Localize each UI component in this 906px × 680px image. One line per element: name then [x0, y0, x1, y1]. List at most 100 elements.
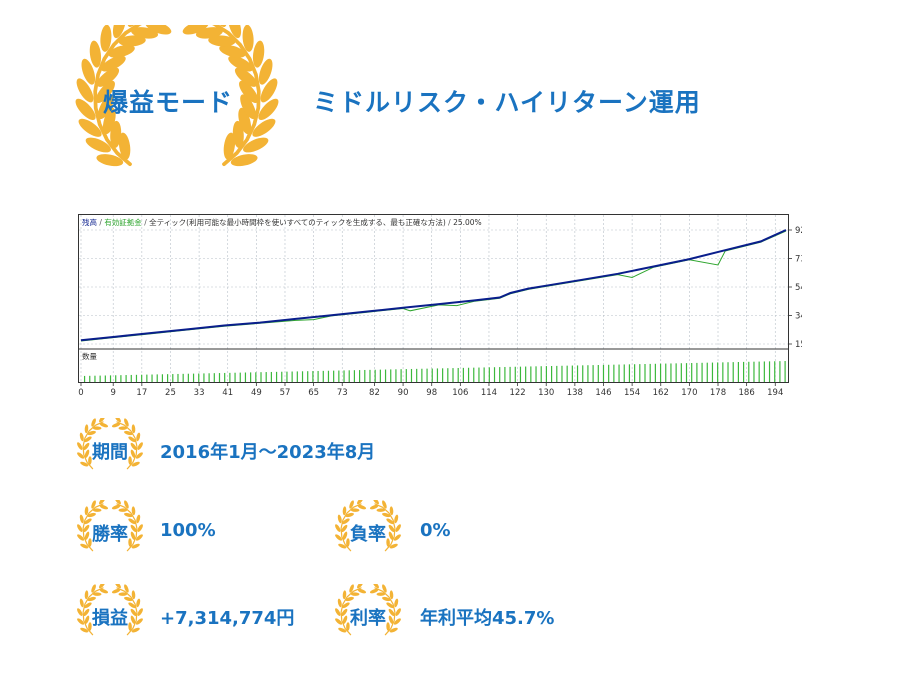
laurel-leaf [382, 584, 387, 593]
laurel-leaf [128, 538, 132, 547]
laurel-leaf [89, 40, 102, 68]
laurel-stem [374, 587, 396, 636]
laurel-leaf [96, 67, 120, 87]
laurel-leaf [99, 418, 106, 423]
laurel-leaf [137, 608, 143, 616]
laurel-leaf [124, 584, 129, 593]
legend-balance: 残高 [82, 217, 97, 227]
x-tick-label: 98 [426, 388, 437, 398]
plot-frame [78, 214, 789, 383]
x-tick-label: 25 [165, 388, 176, 398]
laurel-leaf [84, 436, 92, 443]
laurel-leaf [357, 504, 367, 510]
balance-series-line [80, 229, 787, 342]
laurel-wreath-icon [75, 25, 279, 167]
laurel-leaf [131, 424, 136, 434]
laurel-leaf [84, 590, 89, 600]
return-rate-value: 年利平均45.7% [420, 608, 555, 629]
x-tick-label: 178 [710, 388, 726, 398]
laurel-leaf [135, 534, 143, 541]
win-rate-label: 勝率 [92, 524, 128, 545]
laurel-leaf [335, 534, 343, 541]
laurel-leaf [76, 78, 94, 103]
legend-mode: 全ティック(利用可能な最小時間枠を使いすべてのティックを生成する、最も正確な方法… [149, 217, 446, 227]
laurel-leaf [135, 618, 143, 625]
laurel-leaf [389, 627, 398, 633]
small-laurel-icon [77, 500, 143, 552]
laurel-leaf [182, 25, 209, 35]
laurel-leaf [252, 118, 276, 137]
small-laurel-icon [335, 500, 401, 552]
laurel-leaf [78, 118, 102, 137]
laurel-leaf [388, 524, 395, 533]
laurel-leaf [260, 78, 278, 103]
laurel-leaf [382, 512, 391, 518]
x-tick-label: 17 [136, 388, 147, 398]
laurel-leaf [395, 524, 401, 532]
laurel-leaf [382, 500, 387, 509]
x-tick-label: 170 [681, 388, 697, 398]
laurel-stem [82, 587, 104, 636]
laurel-leaf [96, 154, 124, 167]
laurel-leaf [258, 58, 273, 85]
laurel-leaf [77, 608, 83, 616]
laurel-leaf [135, 452, 143, 459]
backtest-chart: 残高 / 有効証拠金 / 全ティック(利用可能な最小時間枠を使いすべてのティック… [78, 214, 802, 398]
laurel-leaf [345, 512, 354, 518]
laurel-leaf [124, 500, 129, 509]
laurel-leaf [386, 622, 390, 631]
laurel-leaf [88, 456, 92, 465]
laurel-leaf [99, 504, 109, 510]
x-tick-label: 114 [481, 388, 497, 398]
laurel-leaf [131, 590, 136, 600]
laurel-leaf [230, 154, 258, 167]
laurel-leaf [131, 543, 140, 549]
laurel-leaf [342, 615, 348, 624]
laurel-leaf [239, 80, 259, 103]
laurel-leaf [128, 622, 132, 631]
loss-rate-label: 負率 [350, 524, 386, 545]
laurel-leaf [118, 508, 128, 512]
laurel-leaf [79, 514, 84, 524]
laurel-leaf [145, 25, 172, 35]
laurel-leaf [240, 94, 256, 120]
laurel-leaf [118, 592, 128, 596]
laurel-leaf [108, 44, 135, 58]
laurel-leaf [84, 615, 90, 624]
laurel-leaf [335, 524, 341, 532]
laurel-stem [116, 587, 138, 636]
laurel-leaf [77, 524, 83, 532]
laurel-leaf [395, 608, 401, 616]
laurel-leaf [388, 608, 395, 617]
laurel-leaf [112, 25, 126, 39]
laurel-stem [211, 25, 261, 167]
x-tick-label: 194 [767, 388, 783, 398]
laurel-leaf [350, 592, 360, 596]
laurel-leaf [85, 137, 111, 153]
laurel-leaf [91, 500, 96, 509]
x-tick-label: 162 [653, 388, 669, 398]
laurel-leaf [137, 524, 143, 532]
laurel-leaf [111, 588, 121, 594]
x-tick-label: 0 [78, 388, 83, 398]
mode-badge-title: 爆益モード [103, 88, 234, 117]
laurel-leaf [92, 508, 102, 512]
laurel-leaf [341, 524, 348, 533]
laurel-leaf [130, 608, 137, 617]
laurel-leaf [342, 531, 348, 540]
laurel-leaf [110, 120, 122, 148]
laurel-leaf [131, 461, 140, 467]
laurel-leaf [137, 442, 143, 450]
laurel-leaf [234, 67, 258, 87]
laurel-leaf [342, 506, 347, 516]
laurel-leaf [131, 506, 136, 516]
laurel-leaf [394, 514, 399, 524]
laurel-stem [340, 587, 362, 636]
x-tick-label: 106 [452, 388, 468, 398]
laurel-leaf [208, 35, 236, 47]
laurel-leaf [136, 432, 141, 442]
small-laurel-icon [335, 584, 401, 636]
laurel-leaf [88, 622, 92, 631]
laurel-leaf [77, 534, 85, 541]
x-tick-label: 130 [538, 388, 554, 398]
